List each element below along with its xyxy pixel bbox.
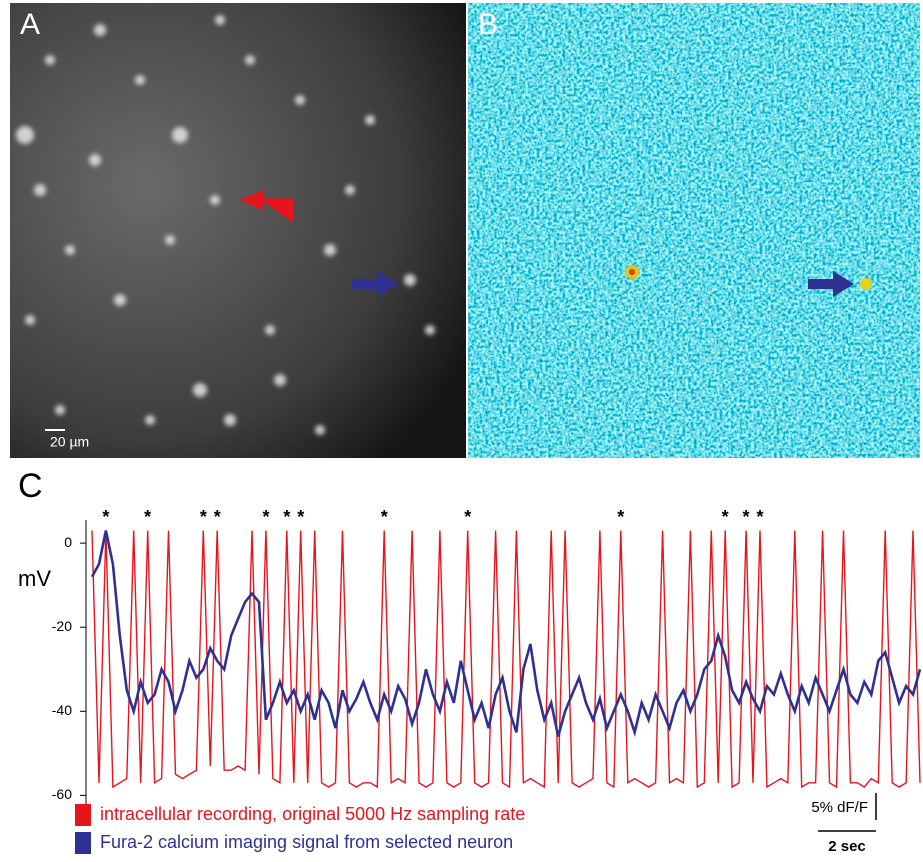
annotation: * bbox=[756, 507, 763, 527]
plot: 0 -20 -40 -60 * * * * * * * * * * * * * intracellular rec… bbox=[52, 507, 922, 854]
annotation: * bbox=[283, 507, 290, 527]
y-tick-label: 0 bbox=[64, 534, 72, 550]
scale-label: 5% dF/F bbox=[811, 799, 868, 816]
panel-label: C bbox=[18, 467, 43, 505]
panel-b: B bbox=[468, 3, 920, 458]
panel-label: B bbox=[478, 8, 498, 41]
panel-a: A 20 µm bbox=[10, 3, 466, 458]
panel-label: A bbox=[20, 8, 40, 41]
legend-label: intracellular recording, original 5000 H… bbox=[100, 804, 525, 824]
data-line bbox=[90, 530, 922, 738]
data-line bbox=[91, 530, 921, 789]
y-tick-label: -20 bbox=[52, 618, 72, 634]
scale-label: 20 µm bbox=[50, 434, 89, 450]
legend-swatch bbox=[75, 804, 91, 826]
annotation: * bbox=[144, 507, 151, 527]
y-tick-label: -40 bbox=[52, 702, 72, 718]
annotation: * bbox=[617, 507, 624, 527]
y-tick-label: -60 bbox=[52, 786, 72, 802]
annotation: * bbox=[743, 507, 750, 527]
y-axis-label: mV bbox=[18, 566, 51, 591]
annotation: * bbox=[262, 507, 269, 527]
annotation: * bbox=[214, 507, 221, 527]
annotation: * bbox=[464, 507, 471, 527]
annotation: * bbox=[722, 507, 729, 527]
annotation: * bbox=[297, 507, 304, 527]
legend-label: Fura-2 calcium imaging signal from selec… bbox=[100, 832, 513, 852]
legend-swatch bbox=[75, 832, 91, 854]
annotation: * bbox=[102, 507, 109, 527]
scale-label: 2 sec bbox=[828, 838, 866, 855]
annotation: * bbox=[381, 507, 388, 527]
annotation: * bbox=[200, 507, 207, 527]
